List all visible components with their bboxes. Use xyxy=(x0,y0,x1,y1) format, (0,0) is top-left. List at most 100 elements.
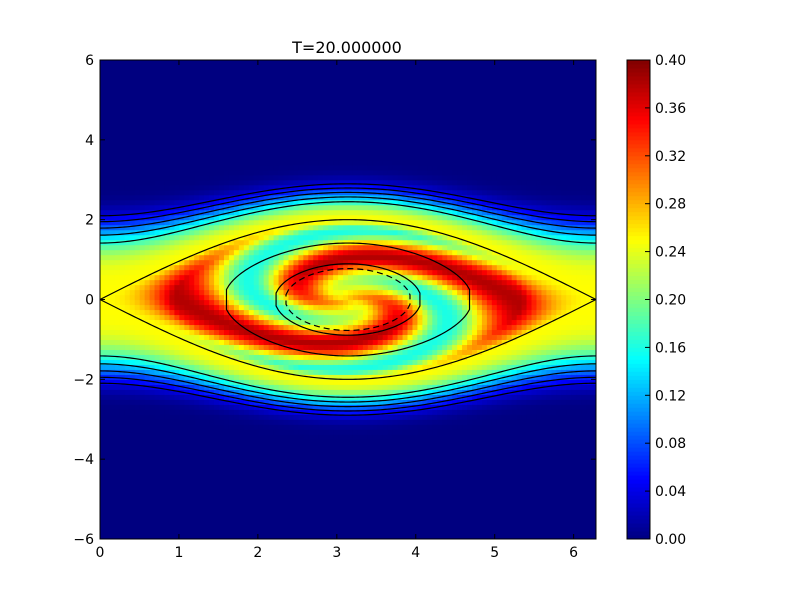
heatmap-cell xyxy=(263,339,270,346)
heatmap-cell xyxy=(248,459,255,465)
heatmap-cell xyxy=(288,389,295,395)
heatmap-cell xyxy=(159,369,166,375)
heatmap-cell xyxy=(308,504,314,510)
heatmap-cell xyxy=(318,129,324,136)
heatmap-cell xyxy=(114,79,121,86)
heatmap-cell xyxy=(149,529,156,535)
heatmap-cell xyxy=(352,529,359,535)
heatmap-cell xyxy=(149,60,156,66)
heatmap-cell xyxy=(263,379,270,385)
heatmap-cell xyxy=(124,309,131,316)
heatmap-cell xyxy=(303,484,309,490)
heatmap-cell xyxy=(119,454,126,460)
heatmap-cell xyxy=(278,534,285,539)
heatmap-cell xyxy=(144,489,151,495)
heatmap-cell xyxy=(288,244,295,251)
heatmap-cell xyxy=(104,199,111,206)
heatmap-cell xyxy=(144,139,151,146)
heatmap-cell xyxy=(179,499,185,505)
heatmap-cell xyxy=(238,119,245,126)
heatmap-cell xyxy=(338,519,344,525)
heatmap-cell xyxy=(209,124,215,131)
heatmap-cell xyxy=(298,89,304,96)
heatmap-cell xyxy=(298,449,304,455)
heatmap-cell xyxy=(228,419,235,425)
heatmap-cell xyxy=(194,464,200,470)
heatmap-cell xyxy=(323,149,329,156)
heatmap-cell xyxy=(214,269,220,276)
heatmap-cell xyxy=(233,339,240,346)
heatmap-cell xyxy=(154,149,161,156)
heatmap-cell xyxy=(149,64,156,71)
heatmap-cell xyxy=(119,379,126,385)
heatmap-cell xyxy=(323,94,329,101)
heatmap-cell xyxy=(124,489,131,495)
heatmap-cell xyxy=(313,359,319,365)
heatmap-cell xyxy=(109,94,116,101)
heatmap-cell xyxy=(169,159,175,166)
heatmap-cell xyxy=(298,279,304,286)
heatmap-cell xyxy=(268,499,275,505)
heatmap-cell xyxy=(129,449,136,455)
heatmap-cell xyxy=(303,89,309,96)
heatmap-cell xyxy=(318,369,324,375)
heatmap-cell xyxy=(248,434,255,440)
heatmap-cell xyxy=(104,499,111,505)
heatmap-cell xyxy=(149,99,156,106)
heatmap-cell xyxy=(124,349,131,355)
heatmap-cell xyxy=(268,179,275,186)
heatmap-cell xyxy=(323,444,329,450)
heatmap-cell xyxy=(313,479,319,485)
heatmap-cell xyxy=(194,69,200,76)
heatmap-cell xyxy=(233,509,240,515)
heatmap-cell xyxy=(323,104,329,111)
heatmap-cell xyxy=(189,474,195,480)
heatmap-cell xyxy=(233,94,240,101)
heatmap-cell xyxy=(129,249,136,256)
heatmap-cell xyxy=(318,444,324,450)
heatmap-cell xyxy=(199,219,205,226)
heatmap-cell xyxy=(268,434,275,440)
heatmap-cell xyxy=(179,434,185,440)
heatmap-cell xyxy=(273,464,280,470)
heatmap-cell xyxy=(119,194,126,201)
heatmap-cell xyxy=(164,434,171,440)
heatmap-cell xyxy=(199,144,205,151)
heatmap-cell xyxy=(149,454,156,460)
heatmap-cell xyxy=(258,60,265,66)
heatmap-cell xyxy=(288,359,295,365)
heatmap-cell xyxy=(328,284,334,291)
heatmap-cell xyxy=(149,154,156,161)
heatmap-cell xyxy=(174,74,180,81)
heatmap-cell xyxy=(154,204,161,211)
heatmap-cell xyxy=(248,404,255,410)
heatmap-cell xyxy=(109,99,116,106)
heatmap-cell xyxy=(174,274,180,281)
heatmap-cell xyxy=(308,459,314,465)
heatmap-cell xyxy=(253,354,260,360)
heatmap-cell xyxy=(333,359,339,365)
heatmap-cell xyxy=(189,159,195,166)
heatmap-cell xyxy=(109,414,116,420)
heatmap-cell xyxy=(219,454,225,460)
heatmap-cell xyxy=(184,404,190,410)
heatmap-cell xyxy=(144,429,151,435)
heatmap-cell xyxy=(194,404,200,410)
heatmap-cell xyxy=(109,299,116,306)
heatmap-cell xyxy=(333,204,339,211)
heatmap-cell xyxy=(164,209,171,216)
heatmap-cell xyxy=(134,309,141,316)
heatmap-cell xyxy=(134,429,141,435)
heatmap-cell xyxy=(348,339,354,346)
heatmap-cell xyxy=(219,309,225,316)
heatmap-cell xyxy=(149,254,156,261)
heatmap-cell xyxy=(248,69,255,76)
heatmap-cell xyxy=(179,394,185,400)
heatmap-cell xyxy=(214,464,220,470)
heatmap-cell xyxy=(343,109,349,116)
heatmap-cell xyxy=(174,329,180,336)
heatmap-cell xyxy=(263,414,270,420)
heatmap-cell xyxy=(308,134,314,141)
heatmap-cell xyxy=(169,454,175,460)
heatmap-cell xyxy=(328,144,334,151)
